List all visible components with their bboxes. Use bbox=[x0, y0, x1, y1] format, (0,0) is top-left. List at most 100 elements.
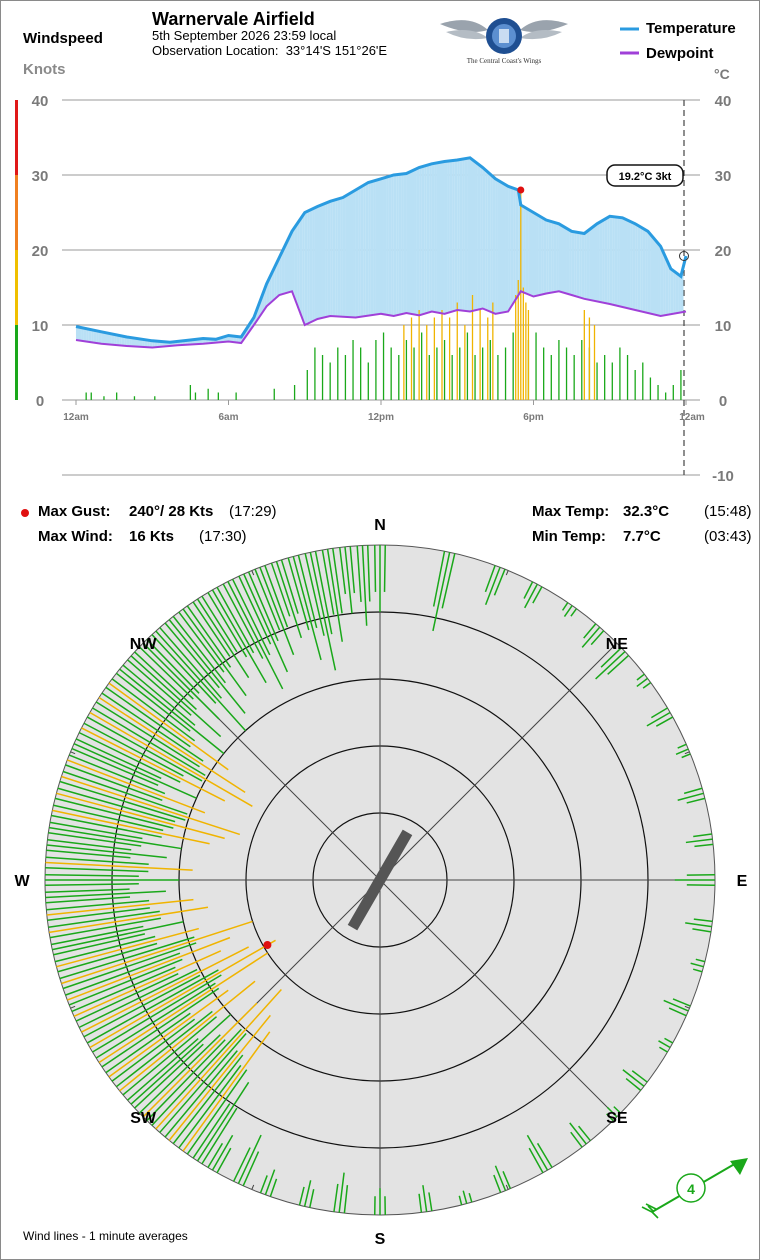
rose-wind-line bbox=[54, 935, 156, 963]
rose-wind-line bbox=[581, 626, 601, 648]
temp-fill-bar bbox=[192, 339, 196, 345]
temp-fill-bar bbox=[436, 162, 440, 313]
temp-fill-bar bbox=[492, 177, 496, 314]
temp-fill-bar bbox=[408, 171, 412, 314]
temp-fill-bar bbox=[482, 168, 486, 310]
temp-fill-bar bbox=[658, 244, 661, 316]
rose-wind-line bbox=[344, 546, 353, 614]
temp-fill-bar bbox=[665, 260, 669, 315]
temp-fill-bar bbox=[121, 336, 125, 346]
rose-wind-line bbox=[62, 942, 197, 990]
temp-fill-bar bbox=[630, 221, 633, 310]
temperature-line bbox=[75, 156, 688, 344]
rose-wind-line bbox=[48, 832, 142, 847]
rose-wind-line bbox=[95, 982, 216, 1059]
temp-fill-bar bbox=[231, 335, 234, 342]
temp-fill-bar bbox=[663, 254, 666, 316]
min-temp-time: (03:43) bbox=[704, 528, 752, 545]
rose-tick bbox=[684, 751, 690, 755]
temp-fill-bar bbox=[220, 337, 224, 343]
rose-wind-line bbox=[66, 936, 231, 1001]
rose-wind-line bbox=[222, 583, 264, 659]
right-tick-label: 10 bbox=[715, 318, 732, 335]
temp-fill-bar bbox=[264, 287, 267, 309]
rose-wind-line bbox=[182, 608, 247, 697]
rose-wind-line bbox=[155, 989, 282, 1130]
rose-wind-line bbox=[192, 601, 231, 657]
rose-wind-line bbox=[130, 1013, 232, 1105]
rose-wind-line bbox=[692, 968, 703, 973]
temp-fill-bar bbox=[251, 319, 254, 327]
rose-direction-labels: N NE E SE S SW W NW bbox=[14, 517, 747, 1248]
temp-fill-bar bbox=[347, 193, 351, 318]
rose-wind-line bbox=[232, 1147, 251, 1182]
temp-fill-bar bbox=[256, 307, 260, 320]
left-tick-label: 30 bbox=[32, 168, 49, 185]
rose-wind-line bbox=[101, 692, 204, 762]
rose-wind-line bbox=[81, 946, 250, 1033]
rose-wind-line bbox=[127, 659, 192, 716]
temp-fill-bar bbox=[589, 228, 592, 301]
rose-wind-line bbox=[105, 686, 191, 748]
temp-fill-bar bbox=[477, 164, 481, 310]
rose-tick bbox=[684, 1005, 690, 1009]
rose-wind-line bbox=[321, 549, 335, 615]
temp-fill-bar bbox=[177, 341, 181, 346]
temp-fill-bar bbox=[635, 224, 638, 311]
location-label: Observation Location: bbox=[152, 43, 279, 58]
rose-wind-line bbox=[247, 571, 279, 642]
rose-wind-line bbox=[694, 843, 714, 848]
rose-wind-line bbox=[49, 906, 209, 934]
rose-wind-line bbox=[122, 664, 196, 726]
temp-fill-bar bbox=[292, 229, 295, 295]
temp-fill-bar bbox=[157, 341, 160, 347]
rose-wind-line bbox=[75, 738, 162, 780]
rose-wind-line bbox=[134, 1043, 204, 1109]
rose-wind-line bbox=[119, 668, 225, 755]
temp-fill-bar bbox=[632, 223, 636, 310]
club-logo: The Central Coast's Wings bbox=[440, 18, 568, 65]
rose-wind-line bbox=[536, 1142, 553, 1168]
rose-wind-line bbox=[68, 958, 183, 1006]
rose-tick bbox=[70, 1005, 76, 1009]
temp-fill-bar bbox=[510, 187, 514, 306]
rose-wind-line bbox=[115, 1010, 213, 1088]
rose-wind-line bbox=[151, 1028, 242, 1126]
temp-fill-bar bbox=[612, 216, 615, 305]
temp-fill-bar bbox=[101, 332, 104, 344]
temp-fill-bar bbox=[274, 265, 277, 299]
rose-wind-line bbox=[66, 759, 206, 814]
temp-fill-bar bbox=[281, 249, 285, 294]
temp-fill-bar bbox=[200, 338, 204, 344]
temp-fill-bar bbox=[579, 232, 582, 298]
rose-wind-line bbox=[526, 1134, 549, 1171]
temp-fill-bar bbox=[459, 159, 463, 311]
rose-tick bbox=[70, 751, 76, 755]
rose-wind-line bbox=[46, 849, 131, 859]
temp-fill-bar bbox=[139, 339, 143, 347]
rose-wind-line bbox=[287, 557, 310, 631]
rose-wind-line bbox=[658, 1040, 671, 1049]
rose-wind-line bbox=[493, 568, 506, 596]
temp-fill-bar bbox=[86, 328, 89, 342]
rose-wind-line bbox=[192, 1103, 231, 1159]
temp-fill-bar bbox=[551, 221, 554, 293]
rose-wind-line bbox=[259, 566, 295, 656]
date-line: 5th September 2026 23:59 local bbox=[152, 28, 337, 43]
gust-marker-icon bbox=[21, 509, 29, 517]
rose-wind-line bbox=[207, 1142, 224, 1168]
temp-fill-bar bbox=[154, 341, 158, 348]
temp-fill-bar bbox=[309, 209, 313, 322]
rose-wind-line bbox=[524, 583, 538, 609]
rose-spoke bbox=[379, 879, 618, 1118]
temp-fill-bar bbox=[597, 223, 600, 302]
rose-label-w: W bbox=[14, 873, 30, 890]
temp-fill-bar bbox=[627, 220, 631, 309]
rose-wind-line bbox=[259, 1175, 268, 1194]
temp-fill-bar bbox=[645, 230, 648, 313]
rose-wind-line bbox=[172, 615, 226, 684]
rose-wind-line bbox=[243, 573, 289, 673]
temp-fill-bar bbox=[586, 230, 590, 300]
rose-wind-line bbox=[211, 589, 267, 684]
temp-fill-bar bbox=[215, 338, 219, 343]
